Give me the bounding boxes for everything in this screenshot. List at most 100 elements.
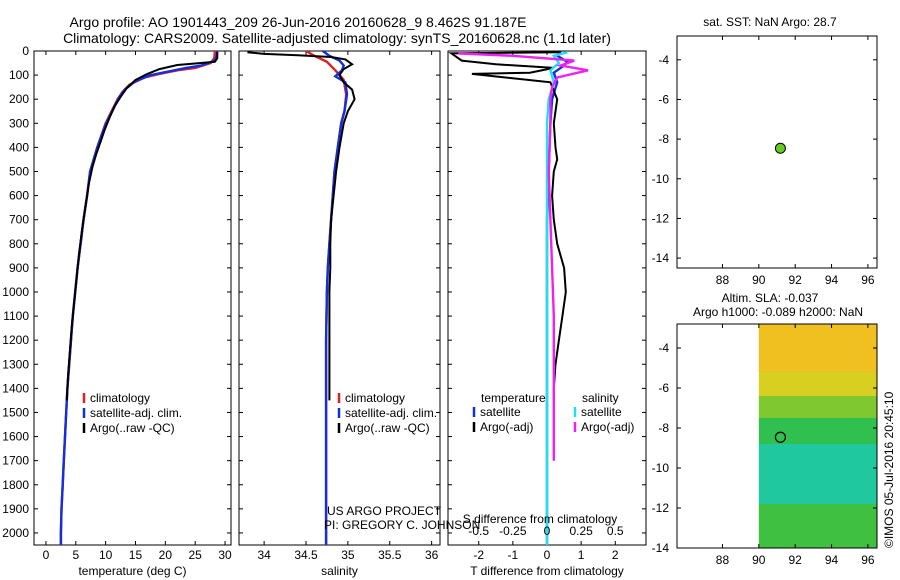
- x-tick-label: 94: [825, 273, 839, 287]
- x-tick-label: 88: [716, 553, 730, 567]
- y-tick-label: 1200: [2, 333, 29, 347]
- heatmap-band: [758, 504, 877, 548]
- y-tick-label: 900: [9, 261, 29, 275]
- sst-map-panel: 88 90 92 94 96 -4 -6 -8 -10 -12 -14: [652, 35, 878, 287]
- x-tick-label: 35.5: [378, 548, 402, 562]
- heatmap-band: [758, 372, 877, 396]
- heatmap-band: [758, 396, 877, 418]
- y-tick-label: -14: [652, 541, 670, 555]
- x-axis-label: T difference from climatology: [470, 564, 624, 578]
- x-tick-label: 1: [578, 548, 585, 562]
- x-tick-label: -2: [473, 548, 484, 562]
- y-tick-label: 1600: [2, 430, 29, 444]
- series-line-2: [545, 51, 568, 545]
- legend-label: Argo(..raw -QC): [90, 421, 175, 435]
- y-tick-label: -6: [658, 92, 669, 106]
- x-tick-label: 96: [861, 273, 875, 287]
- legend-label: satellite: [480, 405, 521, 419]
- y-tick-label: 500: [9, 164, 29, 178]
- heatmap-band: [758, 418, 877, 444]
- y-tick-label: 1700: [2, 454, 29, 468]
- heatmap-band: [758, 444, 877, 504]
- x-tick-label: 0: [43, 548, 50, 562]
- y-tick-label: -12: [652, 211, 670, 225]
- sst-map-title: sat. SST: NaN Argo: 28.7: [703, 15, 837, 29]
- top-x-tick-label: 0.5: [607, 524, 624, 538]
- x-tick-label: 20: [159, 548, 173, 562]
- y-tick-label: 100: [9, 68, 29, 82]
- y-tick-label: -8: [658, 132, 669, 146]
- y-tick-label: 1300: [2, 357, 29, 371]
- y-tick-label: -8: [658, 421, 669, 435]
- y-tick-label: 600: [9, 189, 29, 203]
- y-tick-label: -10: [652, 172, 670, 186]
- y-tick-label: -4: [658, 341, 669, 355]
- y-tick-label: 1000: [2, 285, 29, 299]
- legend-label: satellite: [581, 405, 622, 419]
- sla-map-panel: 88 90 92 94 96 -4 -6 -8 -10 -12 -14: [652, 323, 878, 567]
- sla-map-subtitle: Argo h1000: -0.089 h2000: NaN: [693, 305, 863, 319]
- top-x-tick-label: 0.25: [569, 524, 593, 538]
- difference-profile-panel: -2 -1 0 1 2 T difference from climatology -0.5…: [447, 50, 647, 578]
- x-tick-label: 90: [752, 553, 766, 567]
- plot-frame: [33, 50, 232, 546]
- x-tick-label: 2: [612, 548, 619, 562]
- y-tick-label: -10: [652, 461, 670, 475]
- top-x-tick-label: -0.5: [468, 524, 489, 538]
- y-tick-label: 400: [9, 140, 29, 154]
- project-credit: US ARGO PROJECT: [327, 504, 442, 518]
- x-tick-label: 92: [789, 273, 803, 287]
- x-tick-label: 30: [218, 548, 232, 562]
- series-line-1: [322, 51, 349, 545]
- legend-header: salinity: [582, 391, 619, 405]
- y-tick-label: 1900: [2, 502, 29, 516]
- x-tick-label: 96: [861, 553, 875, 567]
- timestamp: ©IMOS 05-Jul-2016 20:45:10: [882, 391, 896, 548]
- top-x-tick-label: 0: [544, 524, 551, 538]
- x-tick-label: 94: [825, 553, 839, 567]
- y-tick-label: 700: [9, 213, 29, 227]
- legend-label: Argo(..raw -QC): [345, 421, 430, 435]
- pi-credit: PI: GREGORY C. JOHNSON: [324, 518, 480, 532]
- y-tick-label: 200: [9, 92, 29, 106]
- argo-location-marker: [774, 431, 787, 443]
- y-tick-label: -6: [658, 381, 669, 395]
- x-tick-label: 90: [752, 273, 766, 287]
- salinity-profile-panel: 34 34.5 35 35.5 36 salinity climatologysatelli…: [238, 50, 441, 578]
- x-tick-label: 5: [72, 548, 79, 562]
- heatmap-band: [758, 324, 877, 372]
- plot-frame: [238, 50, 441, 546]
- x-axis-label: salinity: [321, 564, 358, 578]
- y-tick-label: -14: [652, 251, 670, 265]
- x-tick-label: 0: [544, 548, 551, 562]
- legend-label: climatology: [345, 391, 405, 405]
- x-tick-label: 34: [257, 548, 271, 562]
- series-line-2: [65, 52, 219, 401]
- y-tick-label: 300: [9, 116, 29, 130]
- x-tick-label: 35: [341, 548, 355, 562]
- y-tick-label: 800: [9, 237, 29, 251]
- figure-title: Argo profile: AO 1901443_209 26-Jun-2016…: [70, 14, 527, 30]
- x-tick-label: -1: [508, 548, 519, 562]
- y-tick-label: 1400: [2, 381, 29, 395]
- x-tick-label: 10: [99, 548, 113, 562]
- y-tick-label: 0: [22, 44, 29, 58]
- series-line-1: [448, 51, 567, 401]
- map-frame: [676, 35, 878, 269]
- legend-label: Argo(-adj): [581, 420, 634, 434]
- legend-label: satellite-adj. clim.: [345, 406, 437, 420]
- temperature-profile-panel: 0100200300400500600700800900100011001200…: [2, 44, 232, 578]
- x-tick-label: 25: [189, 548, 203, 562]
- x-tick-label: 36: [425, 548, 439, 562]
- series-line-2: [247, 51, 356, 401]
- y-tick-label: 1500: [2, 405, 29, 419]
- top-x-tick-label: -0.25: [499, 524, 527, 538]
- argo-location-marker: [774, 142, 786, 154]
- sla-map-title: Altim. SLA: -0.037: [722, 291, 819, 305]
- legend-header: temperature: [481, 391, 546, 405]
- x-tick-label: 15: [129, 548, 143, 562]
- y-tick-label: 1100: [3, 309, 29, 323]
- x-axis-label: temperature (deg C): [78, 564, 186, 578]
- legend-label: satellite-adj. clim.: [90, 406, 182, 420]
